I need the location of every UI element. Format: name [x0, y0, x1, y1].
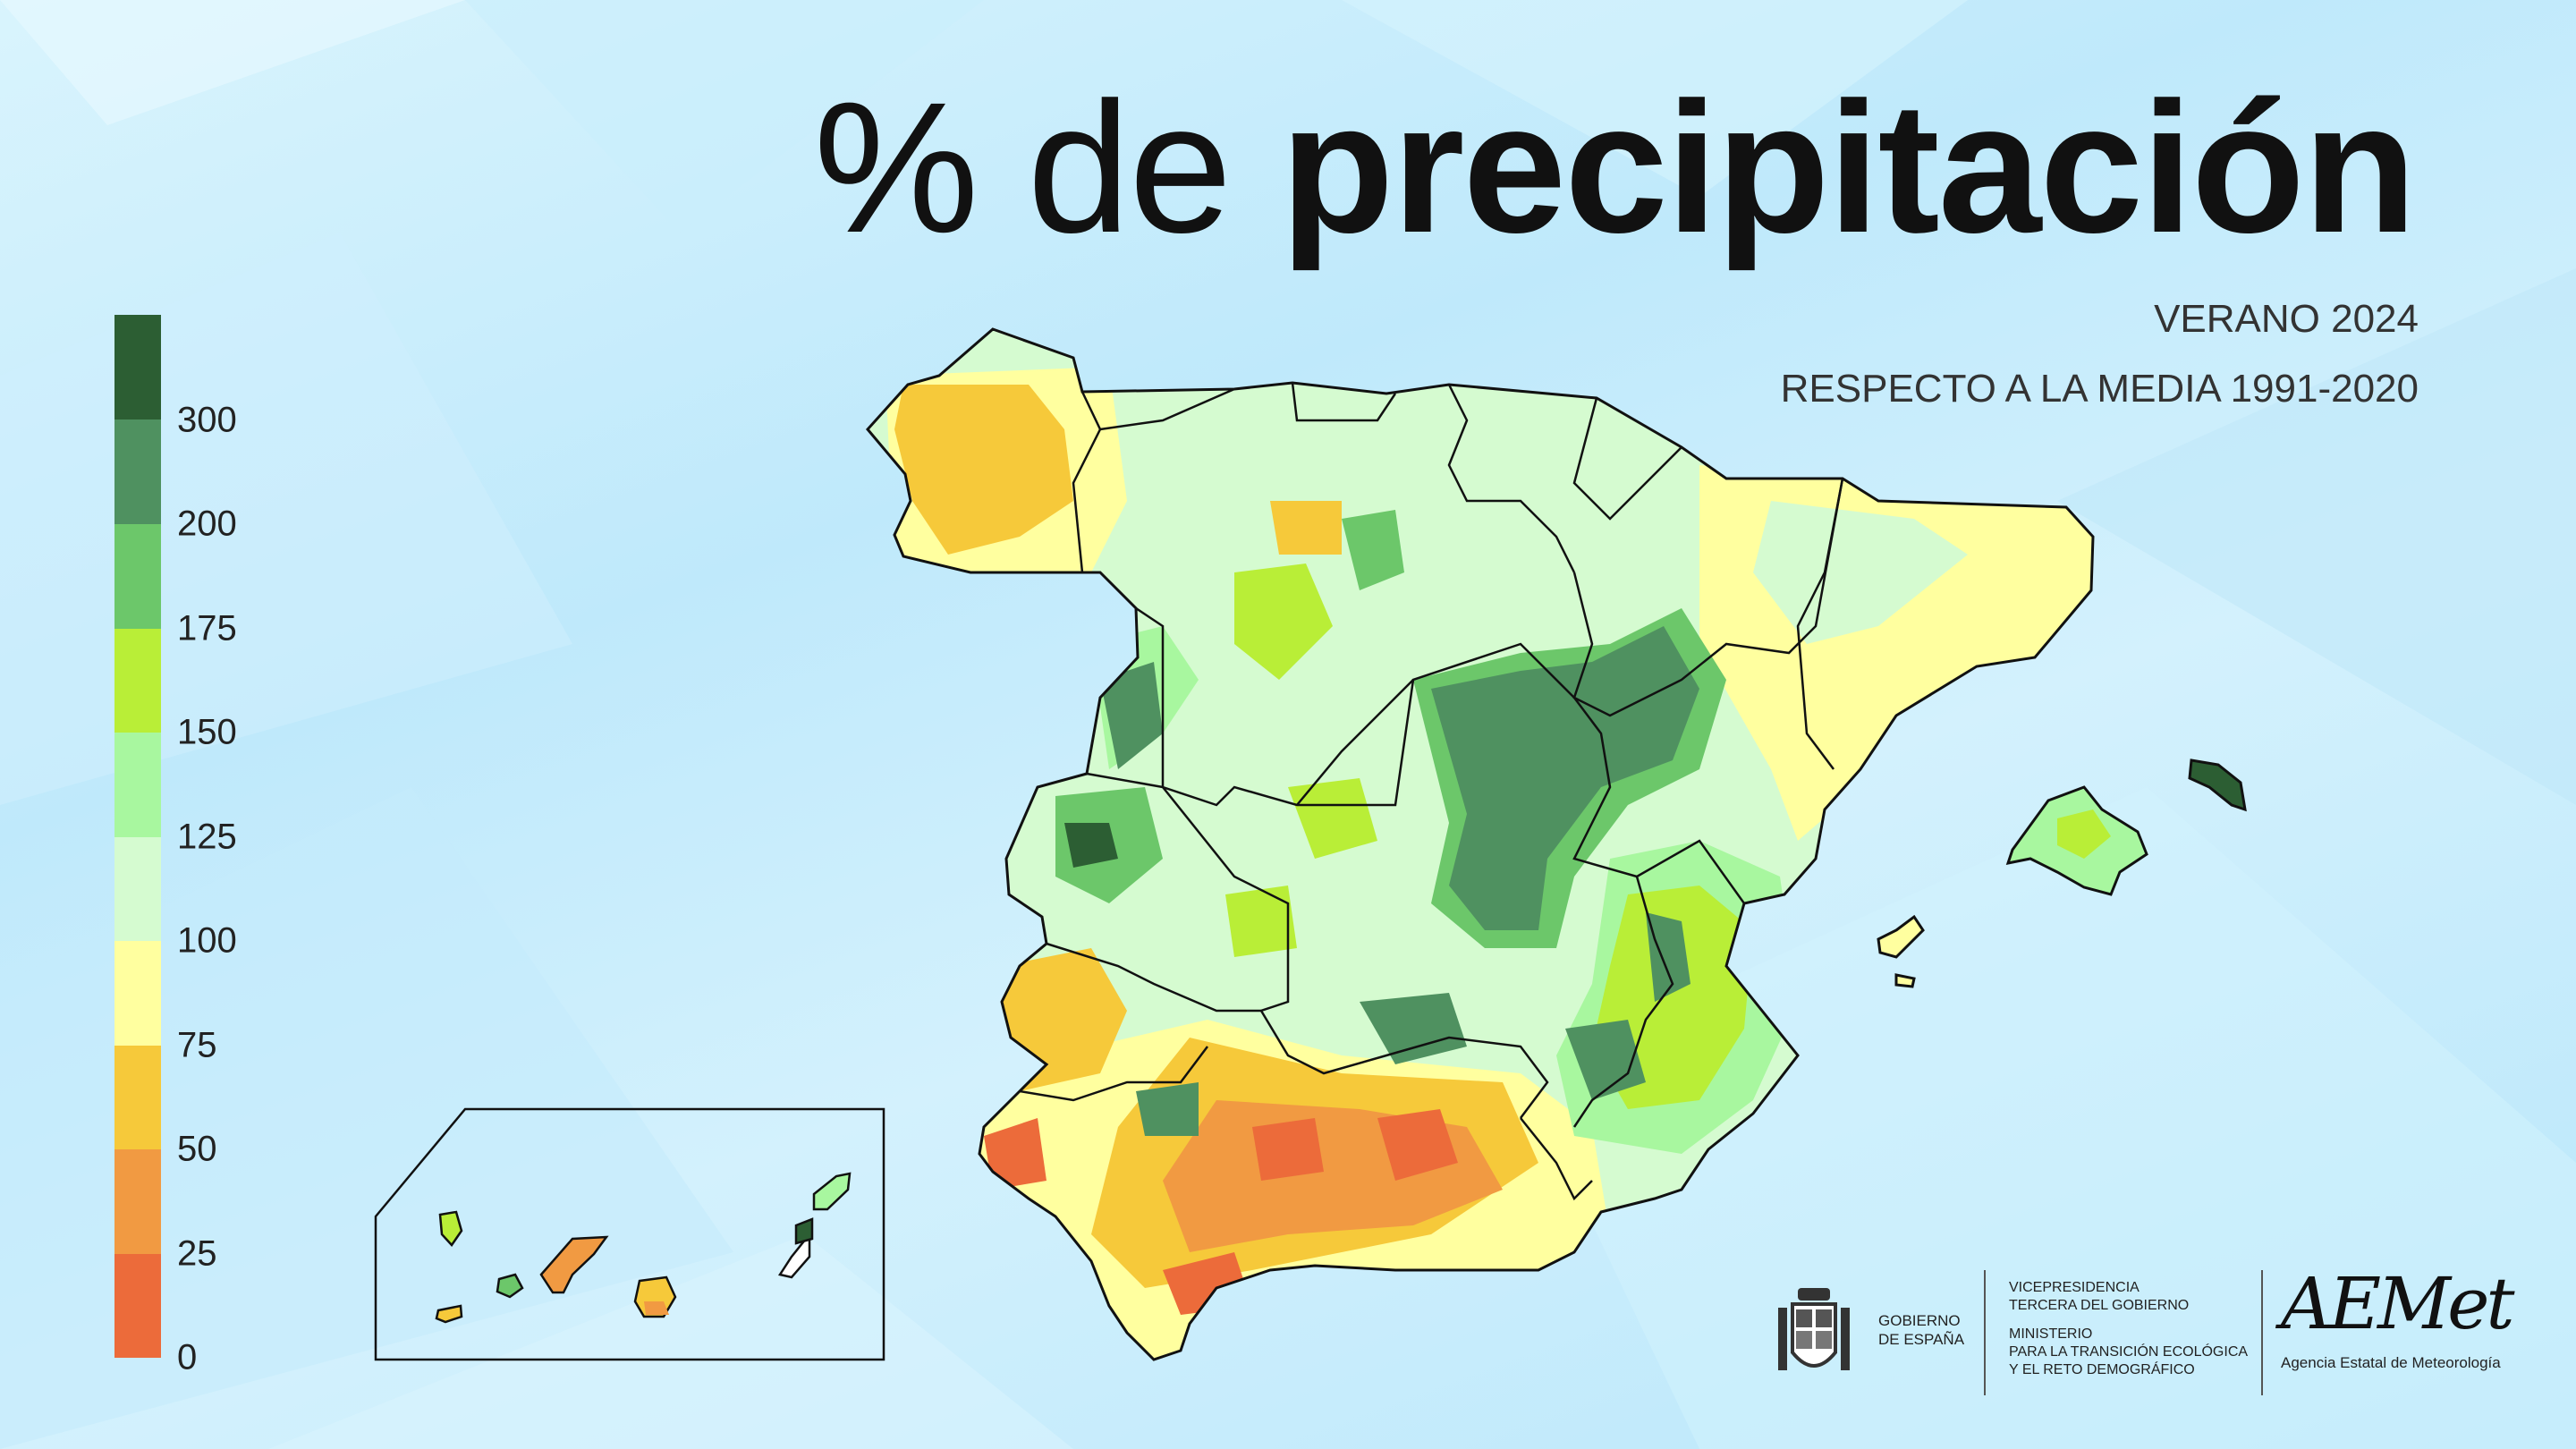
- subtitle-reference: RESPECTO A LA MEDIA 1991-2020: [1780, 367, 2419, 411]
- gobierno-line1: GOBIERNO: [1878, 1312, 1961, 1329]
- legend-band-125-150: [114, 733, 161, 837]
- legend-label-175: 175: [177, 608, 237, 648]
- legend-label-100: 100: [177, 920, 237, 961]
- footer-divider: [1984, 1270, 1986, 1395]
- region-borders: [1019, 382, 1844, 1201]
- legend-label-125: 125: [177, 817, 237, 857]
- legend-label-25: 25: [177, 1233, 217, 1274]
- legend-label-150: 150: [177, 712, 237, 752]
- title-prefix: % de: [813, 64, 1233, 272]
- ministry-line3: Y EL RETO DEMOGRÁFICO: [2009, 1362, 2195, 1377]
- legend-band-75-100: [114, 941, 161, 1046]
- aemet-logo: AEMet: [2281, 1262, 2515, 1345]
- footer-logos: GOBIERNO DE ESPAÑA VICEPRESIDENCIA TERCE…: [1771, 1261, 2515, 1395]
- color-legend: [114, 315, 161, 1358]
- ministry-line1: MINISTERIO: [2009, 1326, 2093, 1342]
- ministry-text: VICEPRESIDENCIA TERCERA DEL GOBIERNO MIN…: [2009, 1279, 2248, 1379]
- legend-band-200-300: [114, 419, 161, 524]
- vice-line2: TERCERA DEL GOBIERNO: [2009, 1298, 2190, 1313]
- balearic-islands: [1877, 758, 2247, 988]
- legend-band-150-175: [114, 629, 161, 733]
- canary-islands-inset: [374, 1107, 886, 1361]
- legend-label-0: 0: [177, 1337, 198, 1377]
- legend-band-300plus: [114, 315, 161, 419]
- subtitle-season: VERANO 2024: [2154, 297, 2419, 341]
- legend-label-75: 75: [177, 1025, 217, 1065]
- gobierno-text: GOBIERNO DE ESPAÑA: [1878, 1311, 1964, 1349]
- legend-label-50: 50: [177, 1129, 217, 1169]
- legend-band-50-75: [114, 1046, 161, 1149]
- page-title: % de precipitación: [814, 75, 2417, 261]
- legend-label-200: 200: [177, 504, 237, 544]
- gobierno-line2: DE ESPAÑA: [1878, 1331, 1965, 1348]
- aemet-name: Agencia Estatal de Meteorología: [2281, 1354, 2501, 1371]
- subtitle: VERANO 2024 RESPECTO A LA MEDIA 1991-202…: [1781, 284, 2419, 424]
- vice-line1: VICEPRESIDENCIA: [2009, 1280, 2140, 1295]
- ministry-line2: PARA LA TRANSICIÓN ECOLÓGICA: [2009, 1344, 2249, 1360]
- legend-band-0-25: [114, 1254, 161, 1358]
- title-main: precipitación: [1280, 64, 2417, 272]
- legend-band-25-50: [114, 1149, 161, 1254]
- legend-band-175-200: [114, 524, 161, 629]
- coat-of-arms-icon: [1778, 1288, 1850, 1370]
- footer-divider-2: [2261, 1270, 2263, 1395]
- legend-band-100-125: [114, 837, 161, 941]
- legend-label-300: 300: [177, 400, 237, 440]
